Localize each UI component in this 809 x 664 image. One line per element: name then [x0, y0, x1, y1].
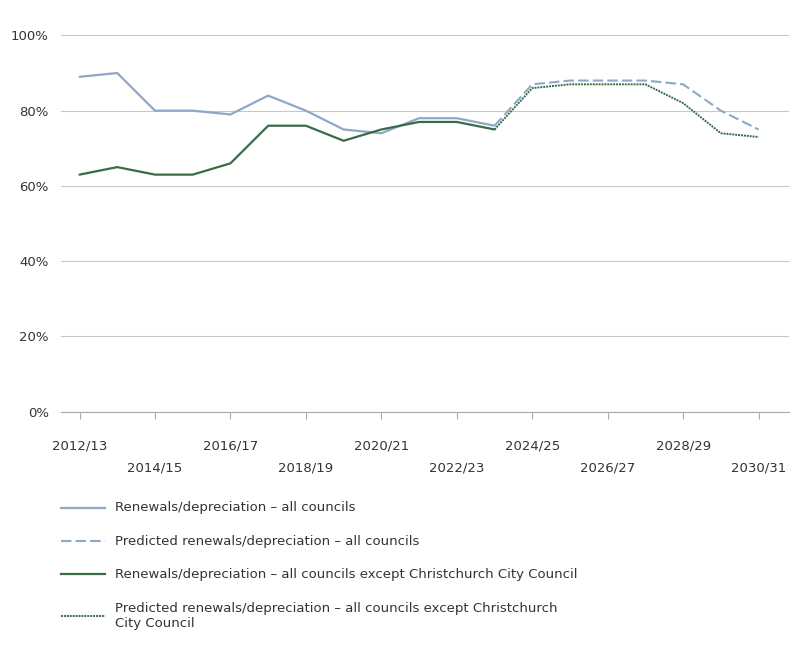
Text: Predicted renewals/depreciation – all councils: Predicted renewals/depreciation – all co… — [115, 535, 419, 548]
Text: 2014/15: 2014/15 — [127, 461, 183, 475]
Text: 2018/19: 2018/19 — [278, 461, 333, 475]
Text: 2012/13: 2012/13 — [52, 440, 108, 453]
Text: 2026/27: 2026/27 — [580, 461, 635, 475]
Text: 2028/29: 2028/29 — [655, 440, 710, 453]
Text: Renewals/depreciation – all councils except Christchurch City Council: Renewals/depreciation – all councils exc… — [115, 568, 578, 581]
Text: 2030/31: 2030/31 — [731, 461, 786, 475]
Text: Renewals/depreciation – all councils: Renewals/depreciation – all councils — [115, 501, 355, 515]
Text: 2016/17: 2016/17 — [203, 440, 258, 453]
Text: Predicted renewals/depreciation – all councils except Christchurch
City Council: Predicted renewals/depreciation – all co… — [115, 602, 557, 629]
Text: 2022/23: 2022/23 — [429, 461, 485, 475]
Text: 2020/21: 2020/21 — [354, 440, 409, 453]
Text: 2024/25: 2024/25 — [505, 440, 560, 453]
